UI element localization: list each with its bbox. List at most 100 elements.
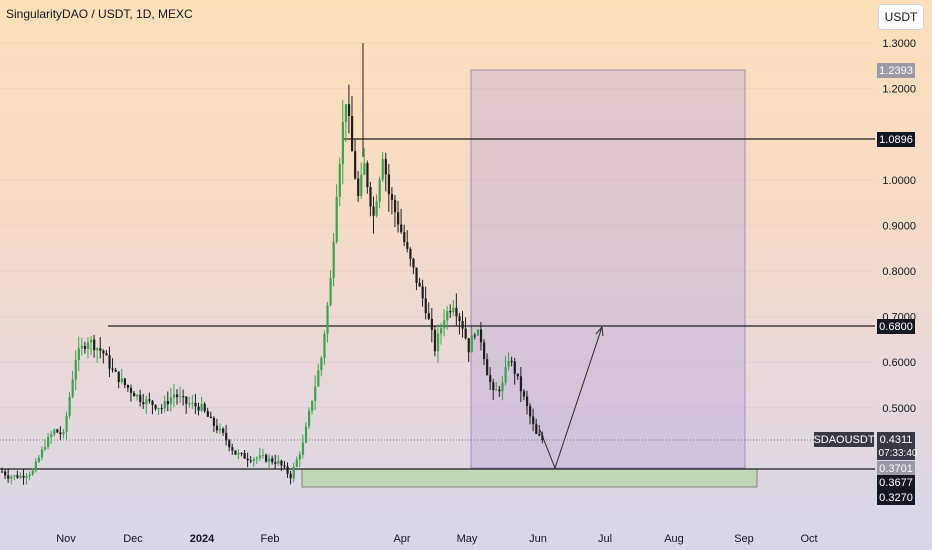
candle-body	[249, 460, 252, 462]
candle-body	[304, 426, 308, 443]
candle-body	[175, 394, 179, 398]
candle-body	[68, 396, 71, 416]
candle-body	[470, 335, 473, 353]
svg-text:SDAOUSDT: SDAOUSDT	[813, 434, 874, 446]
candle-body	[400, 224, 403, 233]
candle-body	[102, 350, 105, 354]
projection-arrowhead	[595, 326, 604, 337]
candle-body	[427, 313, 430, 319]
candle-body	[446, 310, 449, 321]
candle-body	[409, 248, 412, 259]
y-tick-label: 0.9000	[882, 220, 916, 232]
candle-body	[255, 458, 259, 460]
support-label: 0.3677	[877, 475, 915, 490]
candle-body	[28, 474, 31, 477]
candle-body	[440, 328, 443, 334]
candle-body	[436, 333, 440, 352]
y-tick-label: 1.2000	[882, 84, 916, 96]
candle-body	[169, 397, 173, 405]
candle-body	[108, 355, 111, 369]
candle-body	[482, 342, 486, 360]
candle-body	[65, 415, 68, 432]
candle-body	[360, 174, 363, 196]
candle-body	[200, 403, 203, 411]
candle-body	[215, 425, 219, 431]
candle-body	[516, 373, 519, 377]
candle-body	[347, 104, 351, 116]
candle-body	[133, 392, 136, 397]
candle-body	[532, 416, 535, 425]
candle-body	[209, 416, 212, 418]
candle-body	[218, 428, 222, 431]
candle-body	[59, 432, 62, 435]
candle-body	[525, 396, 529, 407]
candle-body	[212, 417, 216, 426]
support-low-label: 0.3270	[877, 490, 915, 505]
candle-body	[479, 329, 483, 343]
candle-body	[191, 402, 194, 404]
candle-body	[317, 370, 320, 387]
candle-body	[461, 321, 464, 329]
candle-body	[99, 348, 102, 351]
candle-body	[384, 159, 387, 175]
candle-body	[341, 121, 344, 165]
candle-body	[145, 399, 148, 405]
candle-body	[126, 385, 130, 388]
candle-body	[151, 400, 154, 406]
candle-body	[283, 465, 286, 467]
candle-body	[74, 359, 77, 380]
svg-text:0.3701: 0.3701	[879, 463, 913, 475]
candle-body	[289, 473, 292, 479]
y-tick-label: 0.6000	[882, 357, 916, 369]
svg-text:1.2393: 1.2393	[879, 65, 913, 77]
y-tick-label: 1.0000	[882, 175, 916, 187]
candle-body	[489, 375, 492, 383]
candle-body	[329, 278, 332, 306]
x-tick-label: Aug	[664, 533, 684, 545]
svg-text:1.0896: 1.0896	[879, 134, 913, 146]
x-tick-label: Jul	[598, 533, 612, 545]
candle-body	[406, 242, 409, 249]
candle-body	[344, 104, 348, 122]
currency-unit-button[interactable]: USDT	[878, 4, 924, 30]
candle-body	[80, 345, 84, 349]
candle-body	[234, 450, 237, 455]
candle-body	[280, 460, 283, 466]
candle-body	[166, 400, 169, 405]
candle-body	[308, 410, 311, 427]
projection-path[interactable]	[539, 326, 603, 470]
candle-body	[510, 360, 513, 362]
candle-body	[412, 258, 415, 268]
candle-body	[295, 459, 298, 467]
candle-body	[486, 359, 489, 376]
candle-body	[252, 458, 255, 461]
target-price-label: 1.2393	[877, 63, 915, 78]
candle-body	[535, 424, 538, 434]
candle-body	[393, 199, 397, 213]
candle-body	[538, 433, 541, 436]
candle-body	[522, 391, 526, 397]
y-axis: 1.30001.20001.00000.90000.80000.70000.60…	[882, 38, 916, 415]
candle-body	[172, 394, 176, 398]
candle-body	[507, 360, 510, 367]
candle-body	[301, 442, 305, 455]
candle-body	[93, 339, 96, 351]
candle-body	[228, 440, 231, 448]
candle-body	[366, 163, 369, 187]
candle-body	[142, 402, 145, 405]
candle-body	[43, 447, 47, 450]
projection-box[interactable]	[470, 69, 746, 469]
x-tick-label: 2024	[190, 533, 215, 545]
candle-body	[56, 429, 59, 433]
candle-body	[246, 458, 249, 461]
svg-text:0.3677: 0.3677	[879, 477, 913, 489]
y-tick-label: 0.8000	[882, 266, 916, 278]
demand-zone[interactable]	[301, 468, 758, 488]
candle-body	[206, 410, 209, 417]
candle-body	[13, 475, 16, 477]
candle-body	[129, 387, 133, 393]
candle-body	[96, 348, 99, 351]
x-tick-label: Oct	[800, 533, 817, 545]
